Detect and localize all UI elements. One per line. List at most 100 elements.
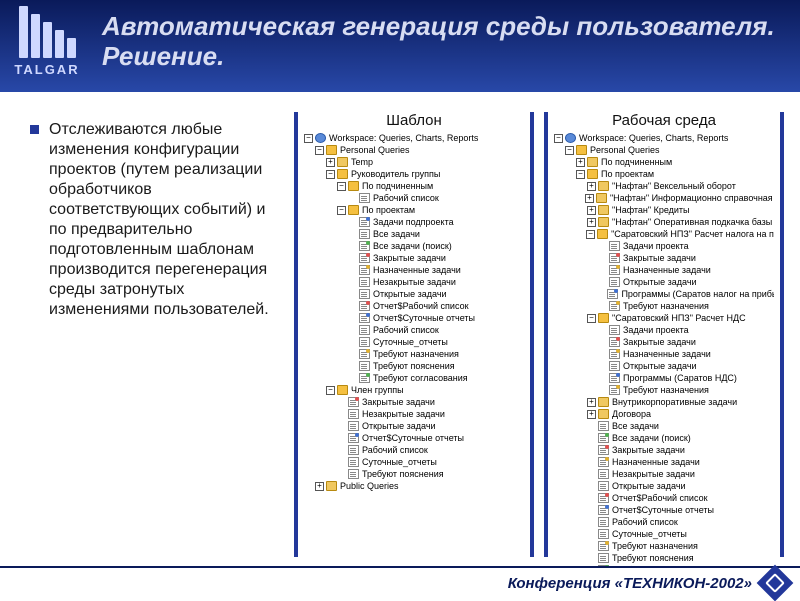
tree-row[interactable]: Рабочий список: [304, 324, 524, 336]
document-icon: [359, 313, 370, 323]
document-icon: [598, 505, 609, 515]
tree-row[interactable]: Суточные_отчеты: [554, 528, 774, 540]
tree-row[interactable]: Закрытые задачи: [554, 444, 774, 456]
expand-icon[interactable]: +: [326, 158, 335, 167]
tree-row[interactable]: Назначенные задачи: [304, 264, 524, 276]
expand-icon[interactable]: +: [585, 194, 594, 203]
tree-row[interactable]: −"Саратовский НПЗ" Расчет налога на пр: [554, 228, 774, 240]
tree-row[interactable]: Требуют назначения: [554, 384, 774, 396]
collapse-icon[interactable]: −: [565, 146, 574, 155]
tree-row[interactable]: Рабочий список: [304, 192, 524, 204]
tree-row[interactable]: Суточные_отчеты: [304, 456, 524, 468]
tree-row[interactable]: −"Саратовский НПЗ" Расчет НДС: [554, 312, 774, 324]
folder-icon: [337, 157, 348, 167]
tree-row[interactable]: Задачи проекта: [554, 324, 774, 336]
tree-row[interactable]: Отчет$Суточные отчеты: [554, 504, 774, 516]
collapse-icon[interactable]: −: [554, 134, 563, 143]
template-tree-title: Шаблон: [304, 112, 524, 132]
tree-row[interactable]: Отчет$Суточные отчеты: [304, 432, 524, 444]
tree-row[interactable]: +Внутрикорпоративные задачи: [554, 396, 774, 408]
tree-row[interactable]: Рабочий список: [304, 444, 524, 456]
tree-row[interactable]: Закрытые задачи: [304, 396, 524, 408]
tree-row[interactable]: Открытые задачи: [304, 288, 524, 300]
tree-row[interactable]: Все задачи (поиск): [304, 240, 524, 252]
tree-row[interactable]: Назначенные задачи: [554, 264, 774, 276]
expand-icon[interactable]: +: [587, 182, 596, 191]
document-icon: [609, 277, 620, 287]
expand-icon[interactable]: +: [315, 482, 324, 491]
tree-row[interactable]: Отчет$Рабочий список: [554, 492, 774, 504]
tree-row[interactable]: +"Нафтан" Оперативная подкачка базы: [554, 216, 774, 228]
expand-icon[interactable]: +: [587, 218, 596, 227]
collapse-icon[interactable]: −: [586, 230, 595, 239]
collapse-icon[interactable]: −: [337, 182, 346, 191]
tree-row[interactable]: +По подчиненным: [554, 156, 774, 168]
tree-row[interactable]: Программы (Саратов налог на прибы: [554, 288, 774, 300]
collapse-icon[interactable]: −: [326, 386, 335, 395]
expand-icon[interactable]: +: [587, 398, 596, 407]
tree-row[interactable]: − Personal Queries: [304, 144, 524, 156]
tree-node-label: Назначенные задачи: [373, 264, 461, 276]
tree-row[interactable]: Требуют пояснения: [554, 552, 774, 564]
collapse-icon[interactable]: −: [337, 206, 346, 215]
tree-node-label: Открытые задачи: [362, 420, 436, 432]
tree-row[interactable]: Отчет$Суточные отчеты: [304, 312, 524, 324]
tree-row[interactable]: −Руководитель группы: [304, 168, 524, 180]
tree-row[interactable]: Требуют пояснения: [304, 468, 524, 480]
tree-row[interactable]: Суточные_отчеты: [304, 336, 524, 348]
tree-row[interactable]: Открытые задачи: [554, 480, 774, 492]
tree-row[interactable]: −По проектам: [304, 204, 524, 216]
tree-row[interactable]: Требуют назначения: [304, 348, 524, 360]
tree-row[interactable]: Закрытые задачи: [304, 252, 524, 264]
document-icon: [609, 325, 620, 335]
tree-node-label: Personal Queries: [340, 144, 410, 156]
document-icon: [598, 493, 609, 503]
tree-row[interactable]: Все задачи: [304, 228, 524, 240]
collapse-icon[interactable]: −: [576, 170, 585, 179]
tree-row[interactable]: + "Нафтан" Кредиты: [554, 204, 774, 216]
tree-row[interactable]: +"Нафтан" Вексельный оборот: [554, 180, 774, 192]
tree-row[interactable]: +Public Queries: [304, 480, 524, 492]
tree-row[interactable]: Закрытые задачи: [554, 252, 774, 264]
tree-row[interactable]: Незакрытые задачи: [304, 276, 524, 288]
expand-icon[interactable]: +: [576, 158, 585, 167]
tree-row[interactable]: Требуют пояснения: [304, 360, 524, 372]
collapse-icon[interactable]: −: [304, 134, 313, 143]
tree-row[interactable]: −Workspace: Queries, Charts, Reports: [554, 132, 774, 144]
tree-row[interactable]: Незакрытые задачи: [554, 468, 774, 480]
tree-row[interactable]: Назначенные задачи: [554, 456, 774, 468]
tree-row[interactable]: Программы (Саратов НДС): [554, 372, 774, 384]
tree-row[interactable]: Открытые задачи: [554, 276, 774, 288]
collapse-icon[interactable]: −: [315, 146, 324, 155]
tree-row[interactable]: −Workspace: Queries, Charts, Reports: [304, 132, 524, 144]
tree-row[interactable]: Назначенные задачи: [554, 348, 774, 360]
tree-row[interactable]: Незакрытые задачи: [304, 408, 524, 420]
tree-row[interactable]: Отчет$Рабочий список: [304, 300, 524, 312]
tree-row[interactable]: Рабочий список: [554, 516, 774, 528]
tree-row[interactable]: Закрытые задачи: [554, 336, 774, 348]
tree-row[interactable]: +Договора: [554, 408, 774, 420]
tree-row[interactable]: Открытые задачи: [304, 420, 524, 432]
tree-row[interactable]: −Член группы: [304, 384, 524, 396]
workspace-tree-title: Рабочая среда: [554, 112, 774, 132]
tree-row[interactable]: Задачи проекта: [554, 240, 774, 252]
collapse-icon[interactable]: −: [326, 170, 335, 179]
tree-row[interactable]: Задачи подпроекта: [304, 216, 524, 228]
tree-row[interactable]: −Personal Queries: [554, 144, 774, 156]
collapse-icon[interactable]: −: [587, 314, 596, 323]
document-icon: [359, 217, 370, 227]
tree-row[interactable]: +Temp: [304, 156, 524, 168]
tree-row[interactable]: −По подчиненным: [304, 180, 524, 192]
tree-row[interactable]: Требуют согласования: [304, 372, 524, 384]
tree-row[interactable]: Все задачи (поиск): [554, 432, 774, 444]
tree-row[interactable]: Открытые задачи: [554, 360, 774, 372]
folder-icon: [598, 313, 609, 323]
tree-row[interactable]: −По проектам: [554, 168, 774, 180]
expand-icon[interactable]: +: [587, 206, 596, 215]
tree-node-label: "Нафтан" Кредиты: [612, 204, 690, 216]
tree-row[interactable]: +"Нафтан" Информационно справочная сн: [554, 192, 774, 204]
tree-row[interactable]: Требуют назначения: [554, 300, 774, 312]
tree-row[interactable]: Все задачи: [554, 420, 774, 432]
expand-icon[interactable]: +: [587, 410, 596, 419]
tree-row[interactable]: Требуют назначения: [554, 540, 774, 552]
